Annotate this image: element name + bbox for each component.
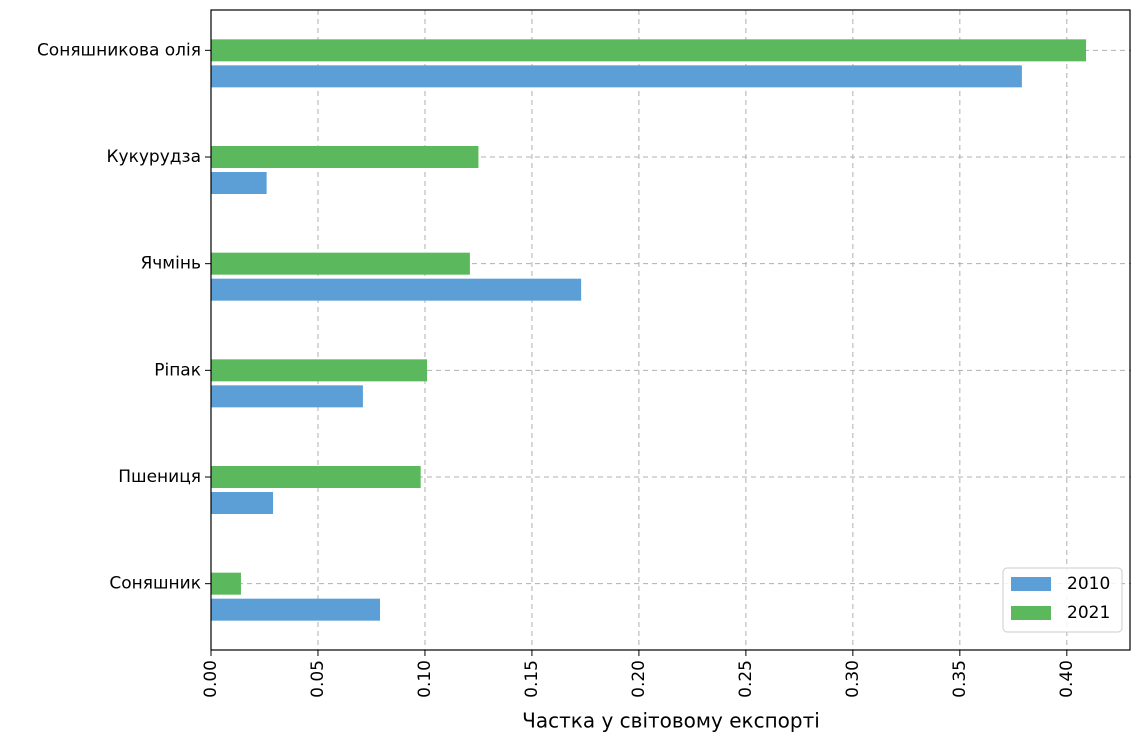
bar bbox=[211, 466, 421, 488]
bar bbox=[211, 146, 479, 168]
y-tick-label: Соняшник bbox=[109, 574, 201, 594]
legend-label: 2021 bbox=[1067, 603, 1110, 623]
y-tick-label: Кукурудза bbox=[106, 147, 201, 167]
plot-frame bbox=[210, 9, 1131, 651]
legend-label: 2010 bbox=[1067, 574, 1110, 594]
x-axis-label: Частка у світовому експорті bbox=[522, 709, 820, 733]
bar bbox=[211, 385, 363, 408]
legend-swatch bbox=[1011, 577, 1051, 591]
bar bbox=[211, 172, 267, 194]
x-tick-label: 0.20 bbox=[629, 660, 649, 698]
x-tick-label: 0.35 bbox=[950, 660, 970, 698]
x-tick-label: 0.25 bbox=[736, 660, 756, 698]
bar bbox=[211, 39, 1087, 62]
x-tick-label: 0.40 bbox=[1057, 660, 1077, 698]
bar bbox=[211, 278, 582, 301]
bar bbox=[211, 492, 274, 514]
y-tick-label: Соняшникова олія bbox=[37, 40, 201, 60]
x-tick-label: 0.05 bbox=[308, 660, 328, 698]
bar bbox=[211, 359, 428, 382]
x-tick-label: 0.15 bbox=[522, 660, 542, 698]
x-tick-label: 0.30 bbox=[843, 660, 863, 698]
bar bbox=[211, 598, 381, 621]
y-tick-label: Ячмінь bbox=[140, 254, 201, 274]
bar bbox=[211, 252, 470, 275]
y-tick-label: Пшениця bbox=[118, 467, 201, 487]
bar bbox=[211, 65, 1022, 88]
y-tick-label: Ріпак bbox=[154, 360, 201, 380]
x-tick-label: 0.10 bbox=[415, 660, 435, 698]
bar bbox=[211, 572, 241, 595]
legend: 2010 2021 bbox=[1002, 567, 1123, 633]
x-tick-label: 0.00 bbox=[201, 660, 221, 698]
legend-swatch bbox=[1011, 606, 1051, 620]
